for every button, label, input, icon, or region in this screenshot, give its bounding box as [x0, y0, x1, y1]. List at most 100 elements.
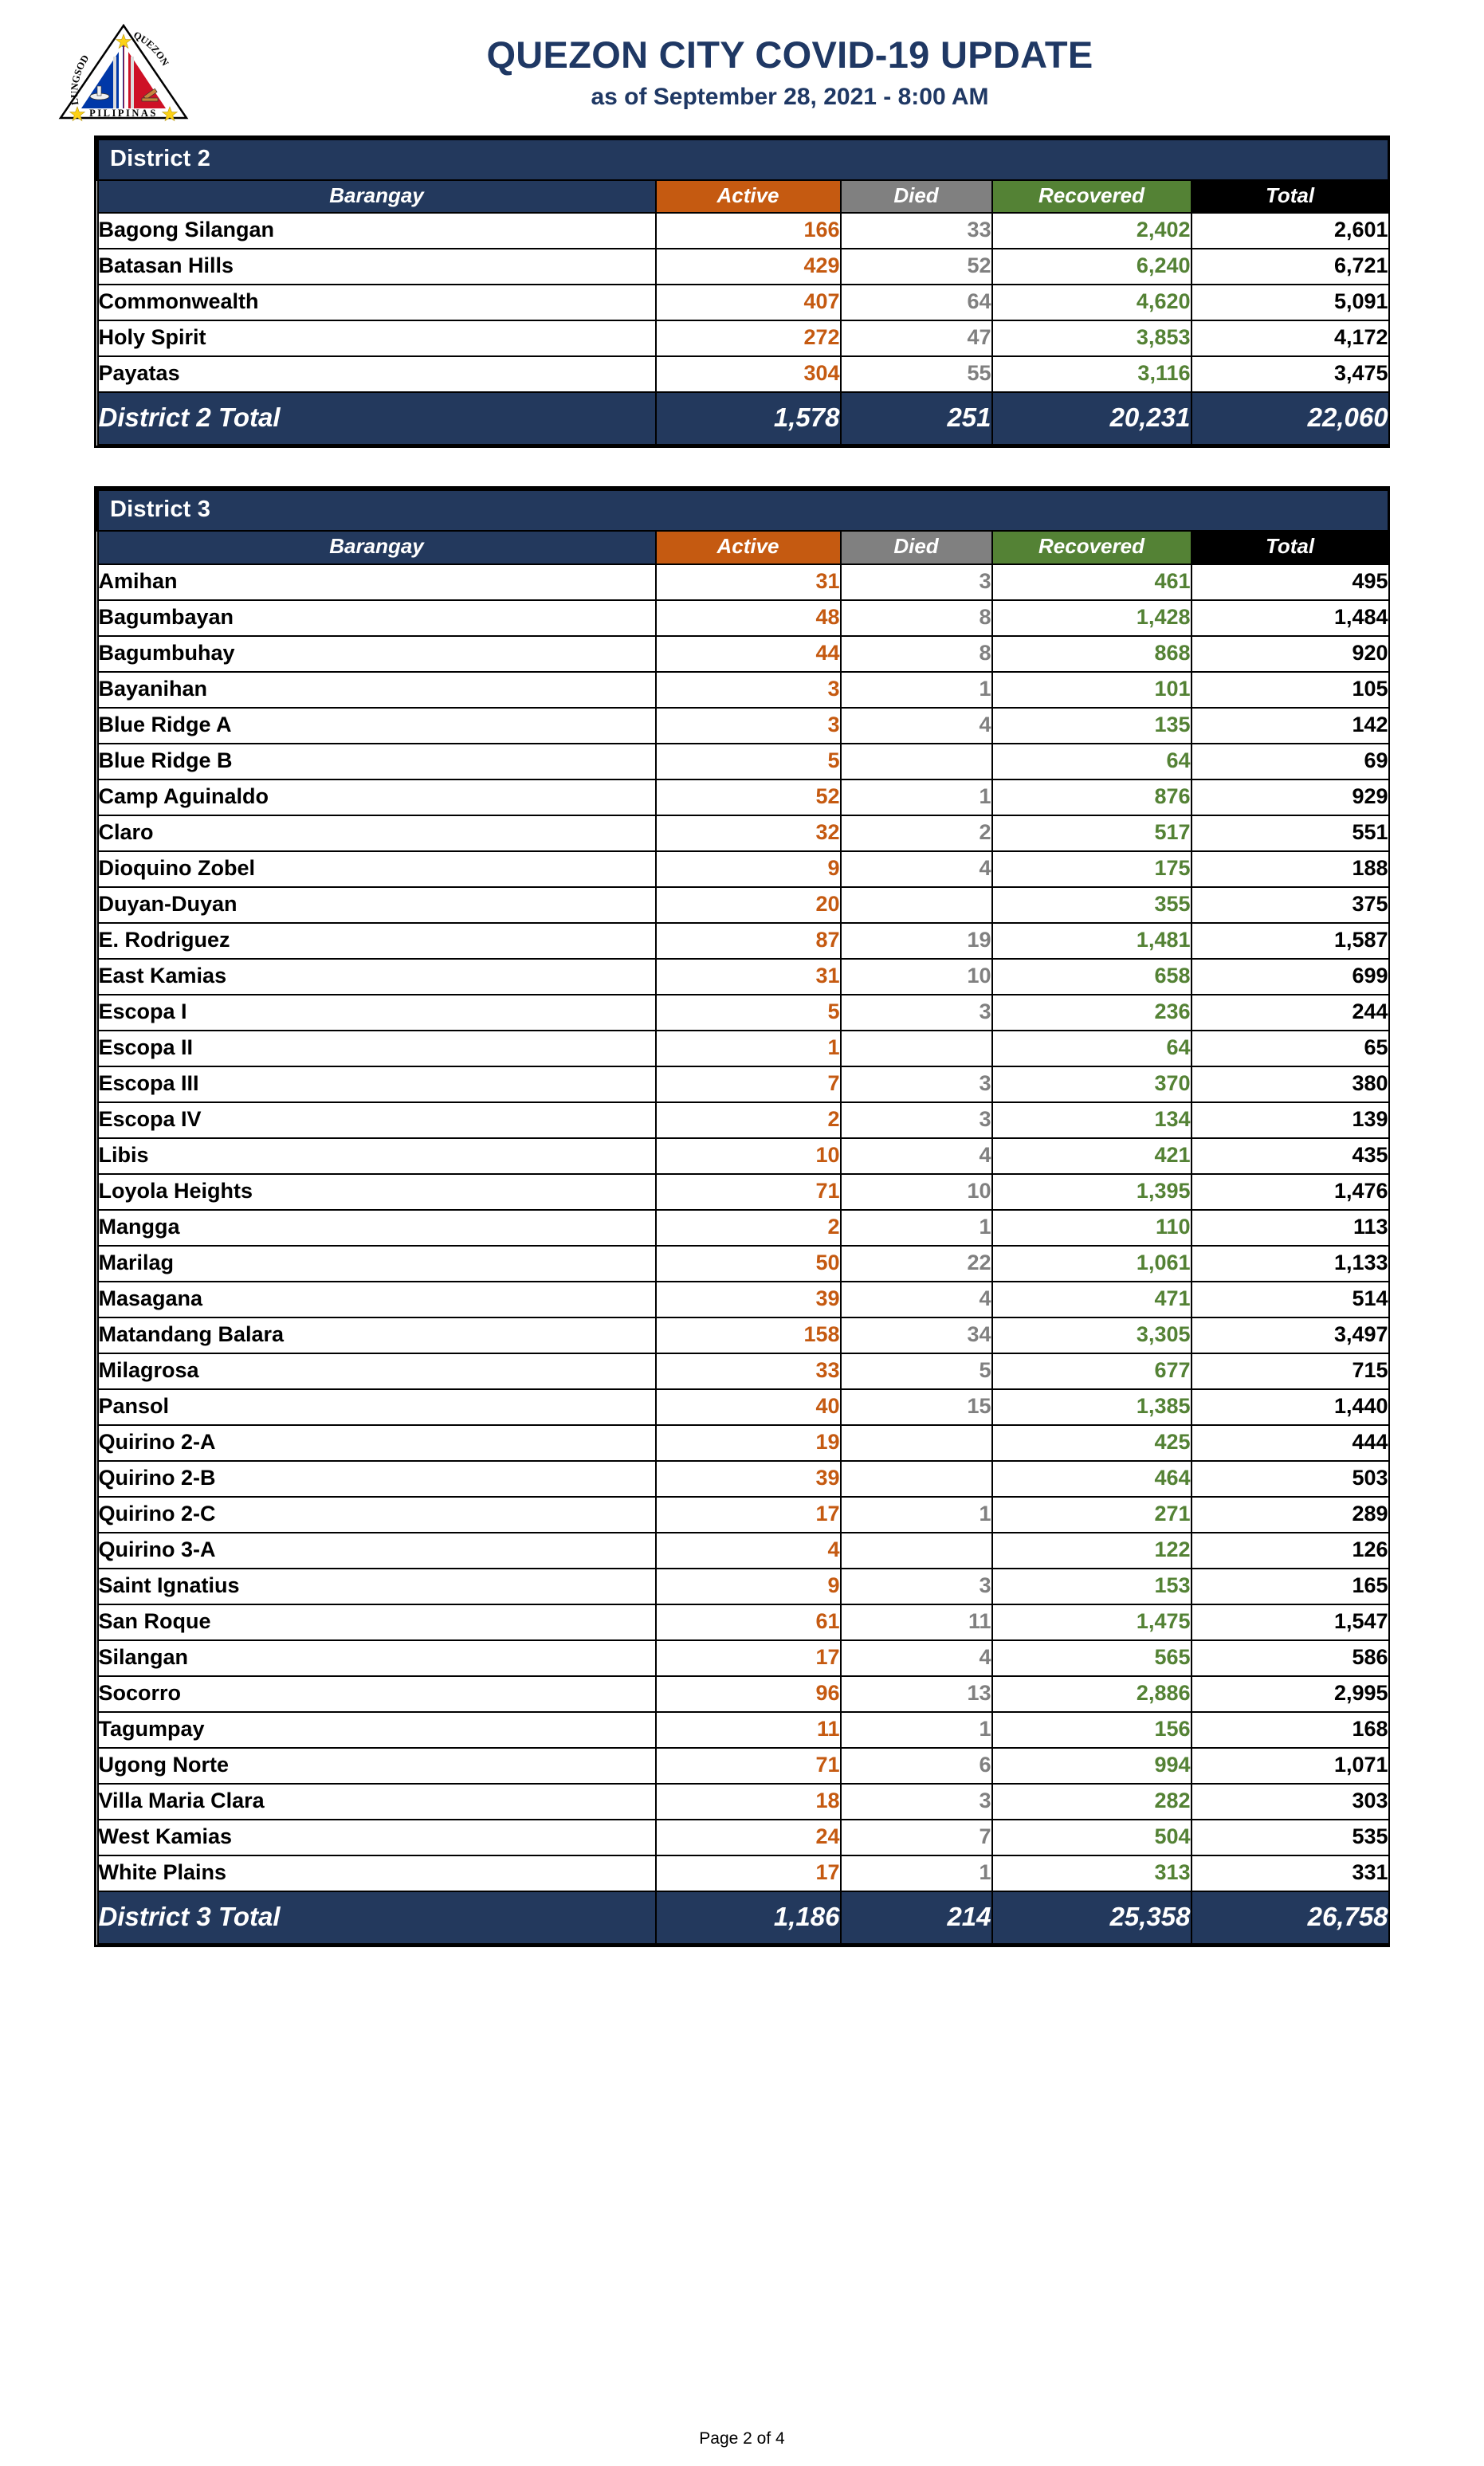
district-total-row: District 2 Total 1,578 251 20,231 22,060 — [96, 391, 1390, 446]
total-count: 551 — [1190, 814, 1390, 852]
total-count: 105 — [1190, 670, 1390, 709]
barangay-name: Pansol — [96, 1388, 657, 1426]
died-count: 6 — [839, 1746, 993, 1785]
recovered-count: 101 — [991, 670, 1192, 709]
died-count: 3 — [839, 1567, 993, 1605]
died-count: 19 — [839, 921, 993, 960]
recovered-count: 868 — [991, 634, 1192, 673]
table-row: Ugong Norte 71 6 994 1,071 — [96, 1746, 1390, 1785]
died-count: 47 — [839, 320, 993, 358]
barangay-name: West Kamias — [96, 1818, 657, 1856]
covid-table: District 3 Barangay Active Died Recovered Tot… — [96, 489, 1391, 1945]
died-count: 1 — [839, 1854, 993, 1892]
total-count: 244 — [1190, 993, 1390, 1031]
page-title: QUEZON CITY COVID-19 UPDATE — [486, 33, 1093, 77]
active-count: 2 — [654, 1208, 842, 1247]
total-count: 495 — [1190, 563, 1390, 601]
total-count: 380 — [1190, 1065, 1390, 1103]
total-count: 303 — [1190, 1782, 1390, 1820]
active-count: 44 — [654, 634, 842, 673]
active-count: 39 — [654, 1280, 842, 1318]
barangay-name: Marilag — [96, 1244, 657, 1282]
barangay-name: Payatas — [96, 355, 657, 394]
active-count: 272 — [654, 320, 842, 358]
table-row: Pansol 40 15 1,385 1,440 — [96, 1388, 1390, 1426]
logo-container: LUNGSOD QUEZON PILIPINAS — [0, 21, 239, 124]
died-count: 1 — [839, 1208, 993, 1247]
total-count: 1,440 — [1190, 1388, 1390, 1426]
died-count: 33 — [839, 212, 993, 250]
active-count: 17 — [654, 1854, 842, 1892]
recovered-count: 565 — [991, 1639, 1192, 1677]
recovered-count: 994 — [991, 1746, 1192, 1785]
total-count: 1,547 — [1190, 1603, 1390, 1641]
active-count: 33 — [654, 1352, 842, 1390]
died-count: 3 — [839, 563, 993, 601]
recovered-count: 6,240 — [991, 248, 1192, 286]
table-row: Holy Spirit 272 47 3,853 4,172 — [96, 320, 1390, 358]
barangay-name: Escopa II — [96, 1029, 657, 1067]
died-count: 1 — [839, 670, 993, 709]
title-container: QUEZON CITY COVID-19 UPDATE as of Septem… — [239, 34, 1484, 111]
active-count: 158 — [654, 1316, 842, 1354]
table-row: Batasan Hills 429 52 6,240 6,721 — [96, 248, 1390, 286]
table-row: Milagrosa 33 5 677 715 — [96, 1352, 1390, 1390]
died-count: 3 — [839, 993, 993, 1031]
died-count: 10 — [839, 1172, 993, 1211]
column-header-died: Died — [839, 530, 993, 565]
barangay-name: E. Rodriguez — [96, 921, 657, 960]
died-count: 10 — [839, 957, 993, 995]
recovered-count: 282 — [991, 1782, 1192, 1820]
active-count: 71 — [654, 1746, 842, 1785]
table-row: Bagumbuhay 44 8 868 920 — [96, 634, 1390, 673]
recovered-count: 156 — [991, 1710, 1192, 1749]
barangay-name: East Kamias — [96, 957, 657, 995]
total-count: 168 — [1190, 1710, 1390, 1749]
recovered-count: 504 — [991, 1818, 1192, 1856]
district-total-active: 1,578 — [654, 391, 842, 446]
active-count: 9 — [654, 850, 842, 888]
barangay-name: Bagong Silangan — [96, 212, 657, 250]
barangay-name: San Roque — [96, 1603, 657, 1641]
died-count: 15 — [839, 1388, 993, 1426]
active-count: 1 — [654, 1029, 842, 1067]
active-count: 39 — [654, 1459, 842, 1498]
district-table: District 3 Barangay Active Died Recovered Tot… — [94, 486, 1391, 1947]
district-total-died: 214 — [839, 1890, 993, 1945]
column-header-active: Active — [654, 530, 842, 565]
table-row: Masagana 39 4 471 514 — [96, 1280, 1390, 1318]
quezon-city-seal-icon: LUNGSOD QUEZON PILIPINAS — [58, 23, 189, 122]
table-row: Loyola Heights 71 10 1,395 1,476 — [96, 1172, 1390, 1211]
died-count: 22 — [839, 1244, 993, 1282]
table-row: Escopa II 1 64 65 — [96, 1029, 1390, 1067]
total-count: 165 — [1190, 1567, 1390, 1605]
barangay-name: Quirino 3-A — [96, 1531, 657, 1569]
district-total-total: 22,060 — [1190, 391, 1390, 446]
total-count: 126 — [1190, 1531, 1390, 1569]
barangay-name: Libis — [96, 1137, 657, 1175]
barangay-name: Batasan Hills — [96, 248, 657, 286]
active-count: 87 — [654, 921, 842, 960]
active-count: 31 — [654, 563, 842, 601]
active-count: 61 — [654, 1603, 842, 1641]
total-count: 5,091 — [1190, 284, 1390, 322]
covid-table: District 2 Barangay Active Died Recovered Tot… — [96, 138, 1391, 446]
died-count — [839, 885, 993, 924]
table-row: Bagumbayan 48 8 1,428 1,484 — [96, 599, 1390, 637]
table-row: Duyan-Duyan 20 355 375 — [96, 885, 1390, 924]
barangay-name: Silangan — [96, 1639, 657, 1677]
table-row: Payatas 304 55 3,116 3,475 — [96, 355, 1390, 394]
column-header-recovered: Recovered — [991, 530, 1192, 565]
table-row: Libis 10 4 421 435 — [96, 1137, 1390, 1175]
total-count: 514 — [1190, 1280, 1390, 1318]
table-row: Dioquino Zobel 9 4 175 188 — [96, 850, 1390, 888]
total-count: 2,995 — [1190, 1675, 1390, 1713]
active-count: 3 — [654, 706, 842, 744]
died-count: 1 — [839, 778, 993, 816]
died-count: 34 — [839, 1316, 993, 1354]
table-row: Camp Aguinaldo 52 1 876 929 — [96, 778, 1390, 816]
total-count: 65 — [1190, 1029, 1390, 1067]
died-count: 4 — [839, 1137, 993, 1175]
active-count: 50 — [654, 1244, 842, 1282]
tables-root: District 2 Barangay Active Died Recovered Tot… — [0, 135, 1484, 1947]
